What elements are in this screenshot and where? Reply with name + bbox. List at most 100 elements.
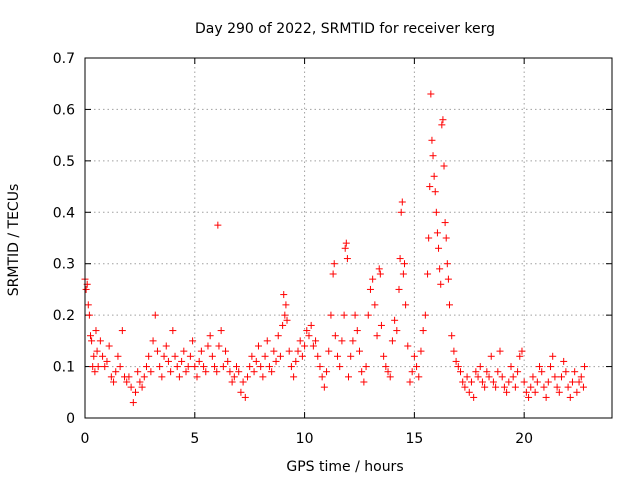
data-point <box>358 368 366 376</box>
y-tick-label: 0.1 <box>53 360 75 376</box>
data-point <box>330 260 338 268</box>
data-point <box>282 301 290 309</box>
data-point <box>562 368 570 376</box>
data-point <box>90 352 98 360</box>
data-point <box>474 373 482 381</box>
data-point <box>459 378 467 386</box>
data-point <box>399 270 407 278</box>
data-point <box>440 162 448 170</box>
data-point <box>492 383 500 391</box>
data-point <box>213 368 221 376</box>
data-point <box>388 337 396 345</box>
data-point <box>470 393 478 401</box>
data-point <box>514 368 522 376</box>
data-point <box>395 285 403 293</box>
data-point <box>167 368 175 376</box>
data-point <box>531 388 539 396</box>
data-point <box>478 378 486 386</box>
data-point <box>86 332 94 340</box>
data-point <box>581 363 589 371</box>
data-point <box>347 352 355 360</box>
data-point <box>413 363 421 371</box>
data-point <box>281 311 289 319</box>
data-point <box>564 383 572 391</box>
data-point <box>307 321 315 329</box>
data-point <box>341 244 349 252</box>
data-point <box>522 388 530 396</box>
data-point <box>505 378 513 386</box>
data-point <box>507 363 515 371</box>
data-point <box>349 337 357 345</box>
y-tick-label: 0.2 <box>53 308 75 324</box>
data-point <box>268 368 276 376</box>
data-point <box>193 373 201 381</box>
data-point <box>386 373 394 381</box>
data-point <box>219 363 227 371</box>
data-point <box>481 383 489 391</box>
data-point <box>338 337 346 345</box>
data-point <box>263 337 271 345</box>
data-point <box>279 321 287 329</box>
data-point <box>551 373 559 381</box>
data-point <box>369 275 377 283</box>
data-point <box>149 337 157 345</box>
data-point <box>465 388 473 396</box>
data-point <box>438 121 446 129</box>
data-point <box>560 357 568 365</box>
data-point <box>436 265 444 273</box>
data-point <box>342 239 350 247</box>
data-point <box>417 347 425 355</box>
data-point <box>555 388 563 396</box>
data-point <box>579 383 587 391</box>
data-point <box>384 368 392 376</box>
data-point <box>110 378 118 386</box>
data-point <box>92 327 100 335</box>
y-axis-label: SRMTID / TECUs <box>6 184 22 297</box>
data-point <box>294 347 302 355</box>
data-point <box>364 311 372 319</box>
data-point <box>437 280 445 288</box>
data-point <box>208 352 216 360</box>
data-point <box>351 311 359 319</box>
x-axis-label: GPS time / hours <box>286 459 403 475</box>
data-point <box>162 342 170 350</box>
data-point <box>336 363 344 371</box>
data-point <box>446 301 454 309</box>
data-point <box>103 357 111 365</box>
data-point <box>439 116 447 124</box>
data-point <box>540 383 548 391</box>
data-point <box>529 373 537 381</box>
data-point <box>382 363 390 371</box>
plot-frame <box>84 57 613 419</box>
data-point <box>450 347 458 355</box>
data-point <box>525 393 533 401</box>
data-point <box>366 285 374 293</box>
data-point <box>553 383 561 391</box>
data-point <box>547 363 555 371</box>
data-point <box>397 208 405 216</box>
data-point <box>441 219 449 227</box>
data-point <box>404 342 412 350</box>
data-points <box>81 90 589 407</box>
data-point <box>241 393 249 401</box>
data-point <box>246 363 254 371</box>
data-point <box>270 347 278 355</box>
data-point <box>516 352 524 360</box>
data-point <box>316 363 324 371</box>
data-point <box>571 368 579 376</box>
data-point <box>235 368 243 376</box>
data-point <box>153 347 161 355</box>
data-point <box>140 373 148 381</box>
data-point <box>456 368 464 376</box>
data-point <box>500 383 508 391</box>
data-point <box>287 363 295 371</box>
y-tick-label: 0.5 <box>53 154 75 170</box>
data-point <box>217 327 225 335</box>
data-point <box>325 347 333 355</box>
x-tick-label: 10 <box>296 431 314 447</box>
data-point <box>169 327 177 335</box>
data-point <box>419 327 427 335</box>
data-point <box>463 373 471 381</box>
data-point <box>452 357 460 365</box>
data-point <box>503 388 511 396</box>
